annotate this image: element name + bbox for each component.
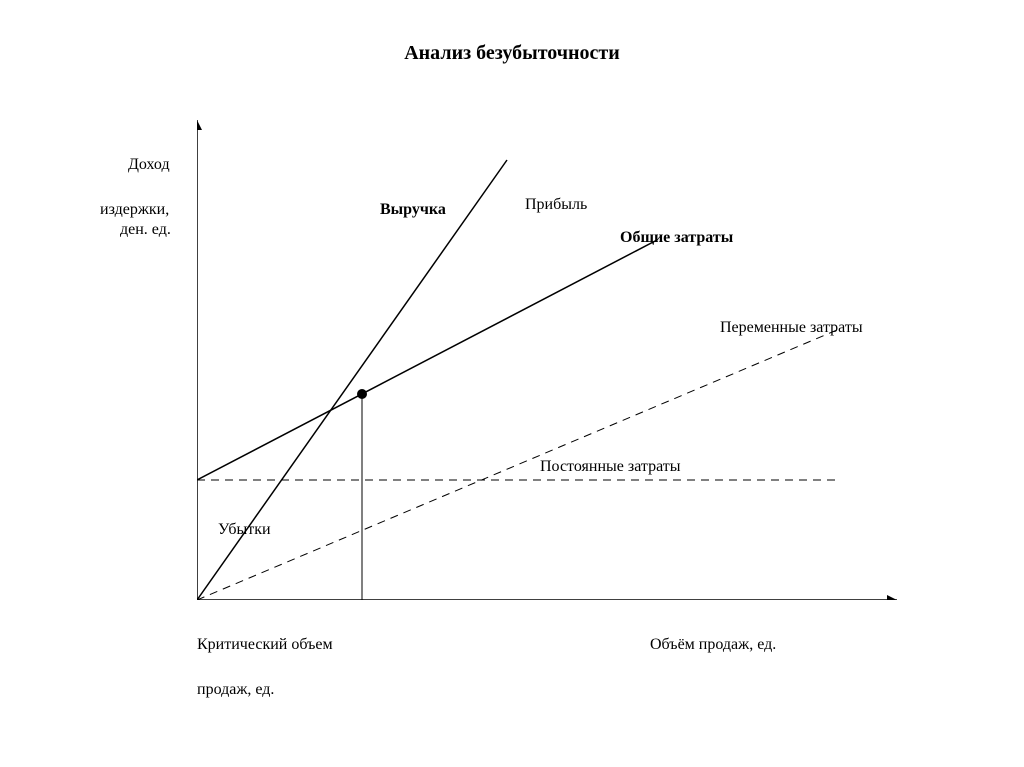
chart-title: Анализ безубыточности: [0, 42, 1024, 65]
plot-area: [197, 120, 897, 600]
y-axis-label-1: Доход: [128, 155, 170, 176]
total-costs-label: Общие затраты: [620, 228, 733, 249]
y-axis-label-2: издержки,: [100, 200, 169, 221]
x-axis-arrow-icon: [887, 595, 897, 600]
critical-volume-label-1: Критический объем: [197, 635, 333, 656]
x-axis-label: Объём продаж, ед.: [650, 635, 776, 656]
breakeven-chart-svg: [197, 120, 897, 600]
total-costs-line: [197, 240, 657, 480]
y-axis-label-3: ден. ед.: [120, 220, 171, 241]
break-even-point-icon: [357, 389, 367, 399]
fixed-costs-label: Постоянные затраты: [540, 457, 681, 478]
y-axis-arrow-icon: [197, 120, 202, 130]
critical-volume-label-2: продаж, ед.: [197, 680, 274, 701]
revenue-label: Выручка: [380, 200, 446, 221]
losses-label: Убытки: [218, 520, 271, 541]
variable-costs-label: Переменные затраты: [720, 318, 863, 339]
profit-label: Прибыль: [525, 195, 587, 216]
